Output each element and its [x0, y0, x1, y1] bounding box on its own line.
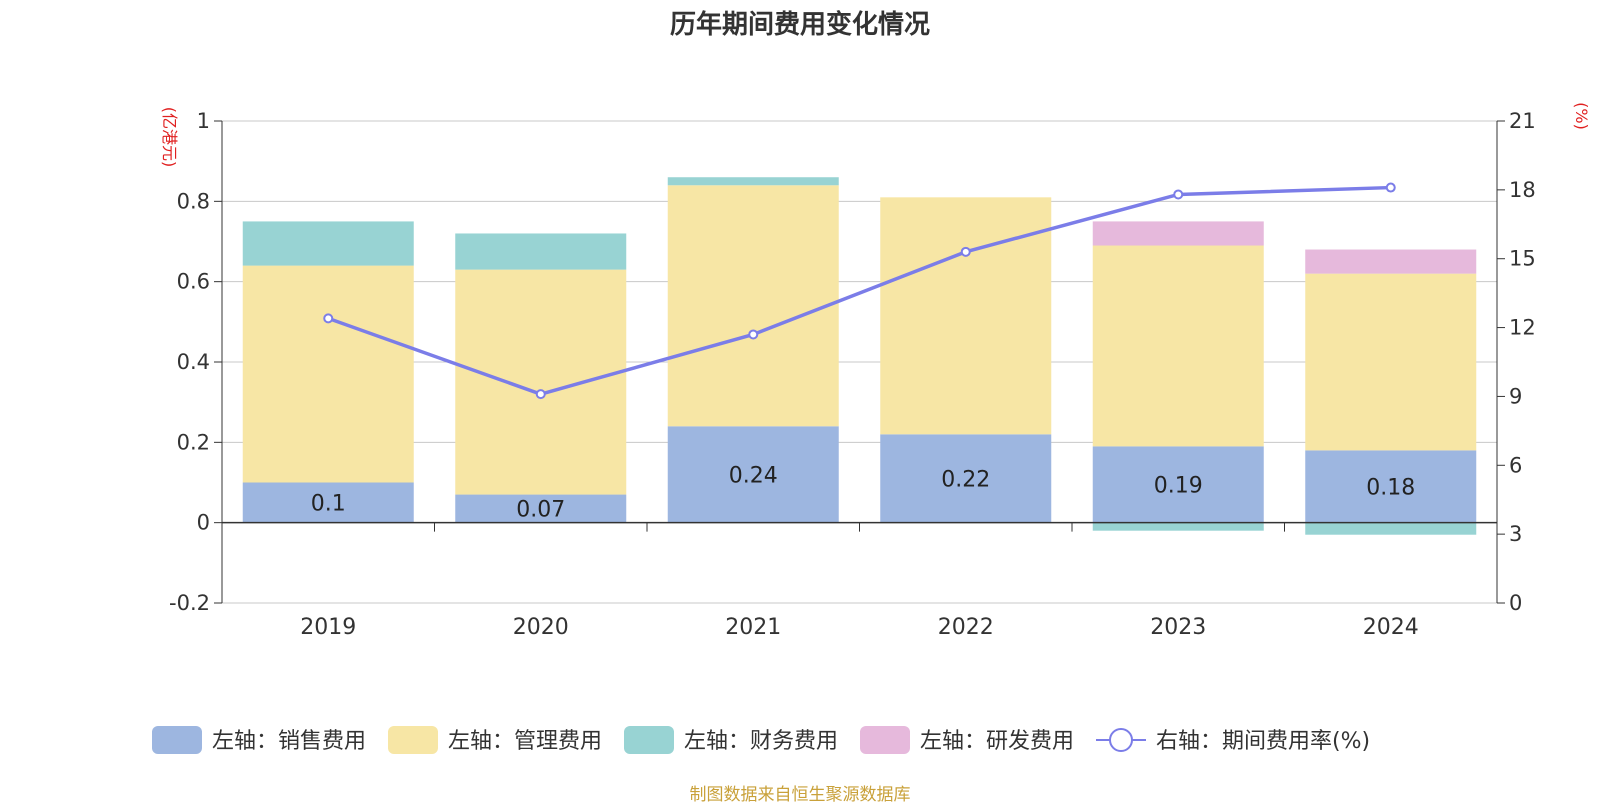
rate-point: [535, 389, 546, 400]
bar-segment: [1305, 273, 1477, 451]
bar-segment: [242, 265, 414, 483]
bar-segment: [667, 177, 839, 186]
bar-segment: [880, 197, 1052, 435]
category-label: 2024: [1363, 615, 1419, 640]
bar-segment: [1092, 522, 1264, 531]
data-label: 0.24: [729, 463, 778, 488]
data-label: 0.19: [1154, 474, 1203, 499]
left-tick-label: 0.2: [177, 430, 210, 454]
bar-segment: [1092, 221, 1264, 246]
data-label: 0.22: [941, 467, 990, 492]
bar-segment: [667, 185, 839, 427]
rate-point: [960, 246, 971, 257]
right-tick-label: 12: [1509, 316, 1536, 340]
rate-point: [1385, 182, 1396, 193]
left-tick-label: 0.6: [177, 270, 210, 294]
left-axis-unit: (亿港元): [160, 107, 179, 168]
legend-swatch: [388, 726, 438, 754]
data-label: 0.07: [516, 498, 565, 523]
bar-segment: [242, 221, 414, 266]
legend-label: 左轴：销售费用: [212, 729, 366, 754]
left-tick-label: 0: [197, 511, 210, 535]
right-tick-label: 3: [1509, 522, 1522, 546]
bar-segment: [1305, 249, 1477, 274]
bar-segment: [455, 269, 627, 495]
right-tick-label: 6: [1509, 453, 1522, 477]
rate-point: [748, 329, 759, 340]
legend-label: 左轴：财务费用: [684, 729, 838, 754]
bar-segment: [455, 233, 627, 270]
legend-swatch: [624, 726, 674, 754]
left-tick-label: 1: [197, 109, 210, 133]
left-tick-label: 0.8: [177, 189, 210, 213]
chart-title: 历年期间费用变化情况: [669, 10, 930, 40]
right-axis-unit: (%): [1572, 102, 1591, 130]
footer-source: 制图数据来自恒生聚源数据库: [689, 785, 911, 805]
rate-point: [1173, 189, 1184, 200]
bar-segment: [455, 494, 627, 523]
legend-label: 左轴：研发费用: [920, 729, 1074, 754]
category-label: 2022: [938, 615, 994, 640]
bar-segment: [880, 434, 1052, 523]
legend-marker: [1109, 728, 1133, 752]
legend-label: 左轴：管理费用: [448, 729, 602, 754]
category-label: 2023: [1150, 615, 1206, 640]
bar-segment: [1092, 446, 1264, 523]
right-tick-label: 0: [1509, 591, 1522, 615]
bar-segment: [1305, 450, 1477, 523]
bar-segment: [1092, 245, 1264, 447]
legend-label: 右轴：期间费用率(%): [1156, 729, 1370, 754]
bar-segment: [242, 482, 414, 523]
category-label: 2021: [725, 615, 781, 640]
category-label: 2020: [513, 615, 569, 640]
right-tick-label: 15: [1509, 247, 1536, 271]
right-tick-label: 9: [1509, 384, 1522, 408]
bar-segment: [667, 426, 839, 523]
right-tick-label: 18: [1509, 178, 1536, 202]
data-label: 0.18: [1366, 476, 1415, 501]
legend-swatch: [152, 726, 202, 754]
rate-point: [323, 313, 334, 324]
right-tick-label: 21: [1509, 109, 1536, 133]
data-label: 0.1: [311, 492, 346, 517]
bar-segment: [1305, 522, 1477, 535]
rate-line: [327, 185, 1391, 396]
legend-swatch: [860, 726, 910, 754]
left-tick-label: 0.4: [177, 350, 210, 374]
category-label: 2019: [300, 615, 356, 640]
left-tick-label: -0.2: [169, 591, 210, 615]
